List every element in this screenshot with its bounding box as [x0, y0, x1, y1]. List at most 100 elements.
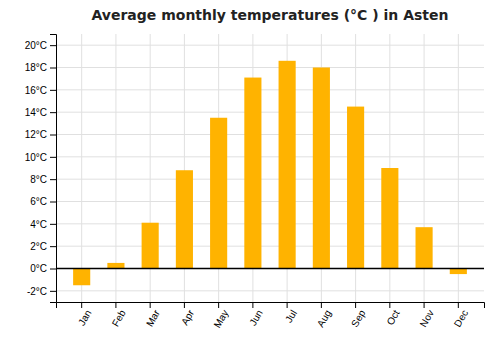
title: Average monthly temperatures (°C ) in As…: [91, 7, 448, 23]
y-tick: 6°C: [30, 196, 56, 207]
bar: [347, 107, 364, 269]
x-tick-label: Dec: [452, 308, 470, 329]
y-axis-line: [50, 35, 57, 303]
y-axis: -2°C 0°C 2°C 4°C 6°C 8°C 10°C 12°C 14°C 16°C 18°C 2…: [25, 35, 57, 303]
y-tick: 8°C: [30, 174, 56, 185]
x-tick-mark: [184, 302, 185, 308]
x-tick-mark: [150, 302, 151, 308]
x-tick-mark: [458, 302, 459, 308]
x-axis: Jan Feb Mar Apr May Jun Jul Aug Sep Oct Nov Dec: [57, 302, 485, 330]
grid-line-y: [56, 179, 484, 180]
x-tick-mark: [355, 302, 356, 308]
y-tick-label: 12°C: [25, 129, 47, 140]
x-tick-label: Mar: [144, 307, 162, 328]
y-tick: 16°C: [25, 85, 56, 96]
grid-line-y: [56, 268, 484, 269]
y-tick-label: 6°C: [30, 196, 47, 207]
bar: [244, 78, 261, 269]
x-tick: Oct: [384, 302, 401, 327]
plot: -2°C 0°C 2°C 4°C 6°C 8°C 10°C 12°C 14°C 16°C 18°C 2…: [25, 34, 485, 330]
x-axis-line: [57, 303, 485, 309]
y-tick: 10°C: [25, 152, 56, 163]
y-tick-label: 20°C: [25, 40, 47, 51]
x-tick-label: Oct: [384, 308, 401, 327]
x-tick-mark: [218, 302, 219, 308]
y-tick-mark: [50, 246, 56, 247]
bar: [73, 269, 90, 286]
y-tick: 14°C: [25, 107, 56, 118]
bar: [279, 61, 296, 269]
x-tick-label: Nov: [418, 308, 436, 329]
x-tick: Jun: [247, 302, 265, 327]
chart: -2°C 0°C 2°C 4°C 6°C 8°C 10°C 12°C 14°C 16°C 18°C 2…: [0, 0, 500, 350]
y-tick: 4°C: [30, 219, 56, 230]
y-tick-label: -2°C: [27, 286, 47, 297]
x-tick: Jan: [76, 302, 94, 327]
y-tick-mark: [50, 291, 56, 292]
x-tick-label: Apr: [179, 307, 197, 327]
y-tick: 12°C: [25, 129, 56, 140]
grid-line-y: [56, 134, 484, 135]
x-tick: Mar: [144, 302, 162, 328]
grid-line-y: [56, 67, 484, 68]
grid-line-y: [56, 201, 484, 202]
y-tick-label: 4°C: [30, 219, 47, 230]
zero-line: [56, 268, 484, 270]
grid-line-y: [56, 290, 484, 291]
x-tick: Apr: [179, 302, 197, 327]
y-tick-label: 16°C: [25, 85, 47, 96]
x-tick-label: Jul: [283, 308, 299, 325]
y-tick-mark: [50, 112, 56, 113]
x-tick-mark: [287, 302, 288, 308]
x-tick-mark: [389, 302, 390, 308]
bar: [313, 68, 330, 269]
grid-line-x: [458, 34, 459, 302]
grid-line-y: [56, 156, 484, 157]
y-tick-label: 18°C: [25, 62, 47, 73]
y-tick-label: 14°C: [25, 107, 47, 118]
x-tick-label: Feb: [110, 308, 128, 329]
x-tick-mark: [115, 302, 116, 308]
y-tick: 0°C: [30, 263, 56, 274]
x-tick: Jul: [283, 302, 299, 325]
x-tick-label: May: [212, 308, 231, 330]
x-tick: Dec: [452, 302, 470, 329]
bar: [450, 269, 467, 275]
x-tick-label: Jun: [247, 308, 265, 327]
x-tick-mark: [321, 302, 322, 308]
x-tick-mark: [81, 302, 82, 308]
x-tick: Sep: [349, 302, 368, 329]
y-tick-mark: [50, 45, 56, 46]
y-tick-mark: [50, 135, 56, 136]
grid-line-y: [56, 112, 484, 113]
y-tick: 18°C: [25, 62, 56, 73]
x-tick-mark: [424, 302, 425, 308]
y-tick-mark: [50, 157, 56, 158]
x-tick-label: Sep: [349, 308, 368, 329]
y-tick-mark: [50, 202, 56, 203]
y-tick-label: 8°C: [30, 174, 47, 185]
grid-line-x: [115, 34, 116, 302]
y-tick-mark: [50, 68, 56, 69]
grid: [56, 34, 484, 302]
bar: [416, 227, 433, 268]
x-tick-label: Aug: [315, 308, 333, 329]
y-tick: 20°C: [25, 40, 56, 51]
x-tick-mark: [252, 302, 253, 308]
grid-line-y: [56, 223, 484, 224]
bar: [210, 118, 227, 269]
y-tick-label: 2°C: [30, 241, 47, 252]
bar: [176, 170, 193, 268]
bar: [107, 263, 124, 269]
bar: [142, 223, 159, 269]
grid-line-y: [56, 45, 484, 46]
y-tick-label: 0°C: [30, 263, 47, 274]
y-tick-mark: [50, 269, 56, 270]
y-tick: -2°C: [27, 286, 56, 297]
x-tick-label: Jan: [76, 308, 94, 327]
x-tick: Feb: [110, 302, 128, 328]
y-tick: 2°C: [30, 241, 56, 252]
y-tick-label: 10°C: [25, 152, 47, 163]
y-tick-mark: [50, 224, 56, 225]
grid-line-x: [81, 34, 82, 302]
